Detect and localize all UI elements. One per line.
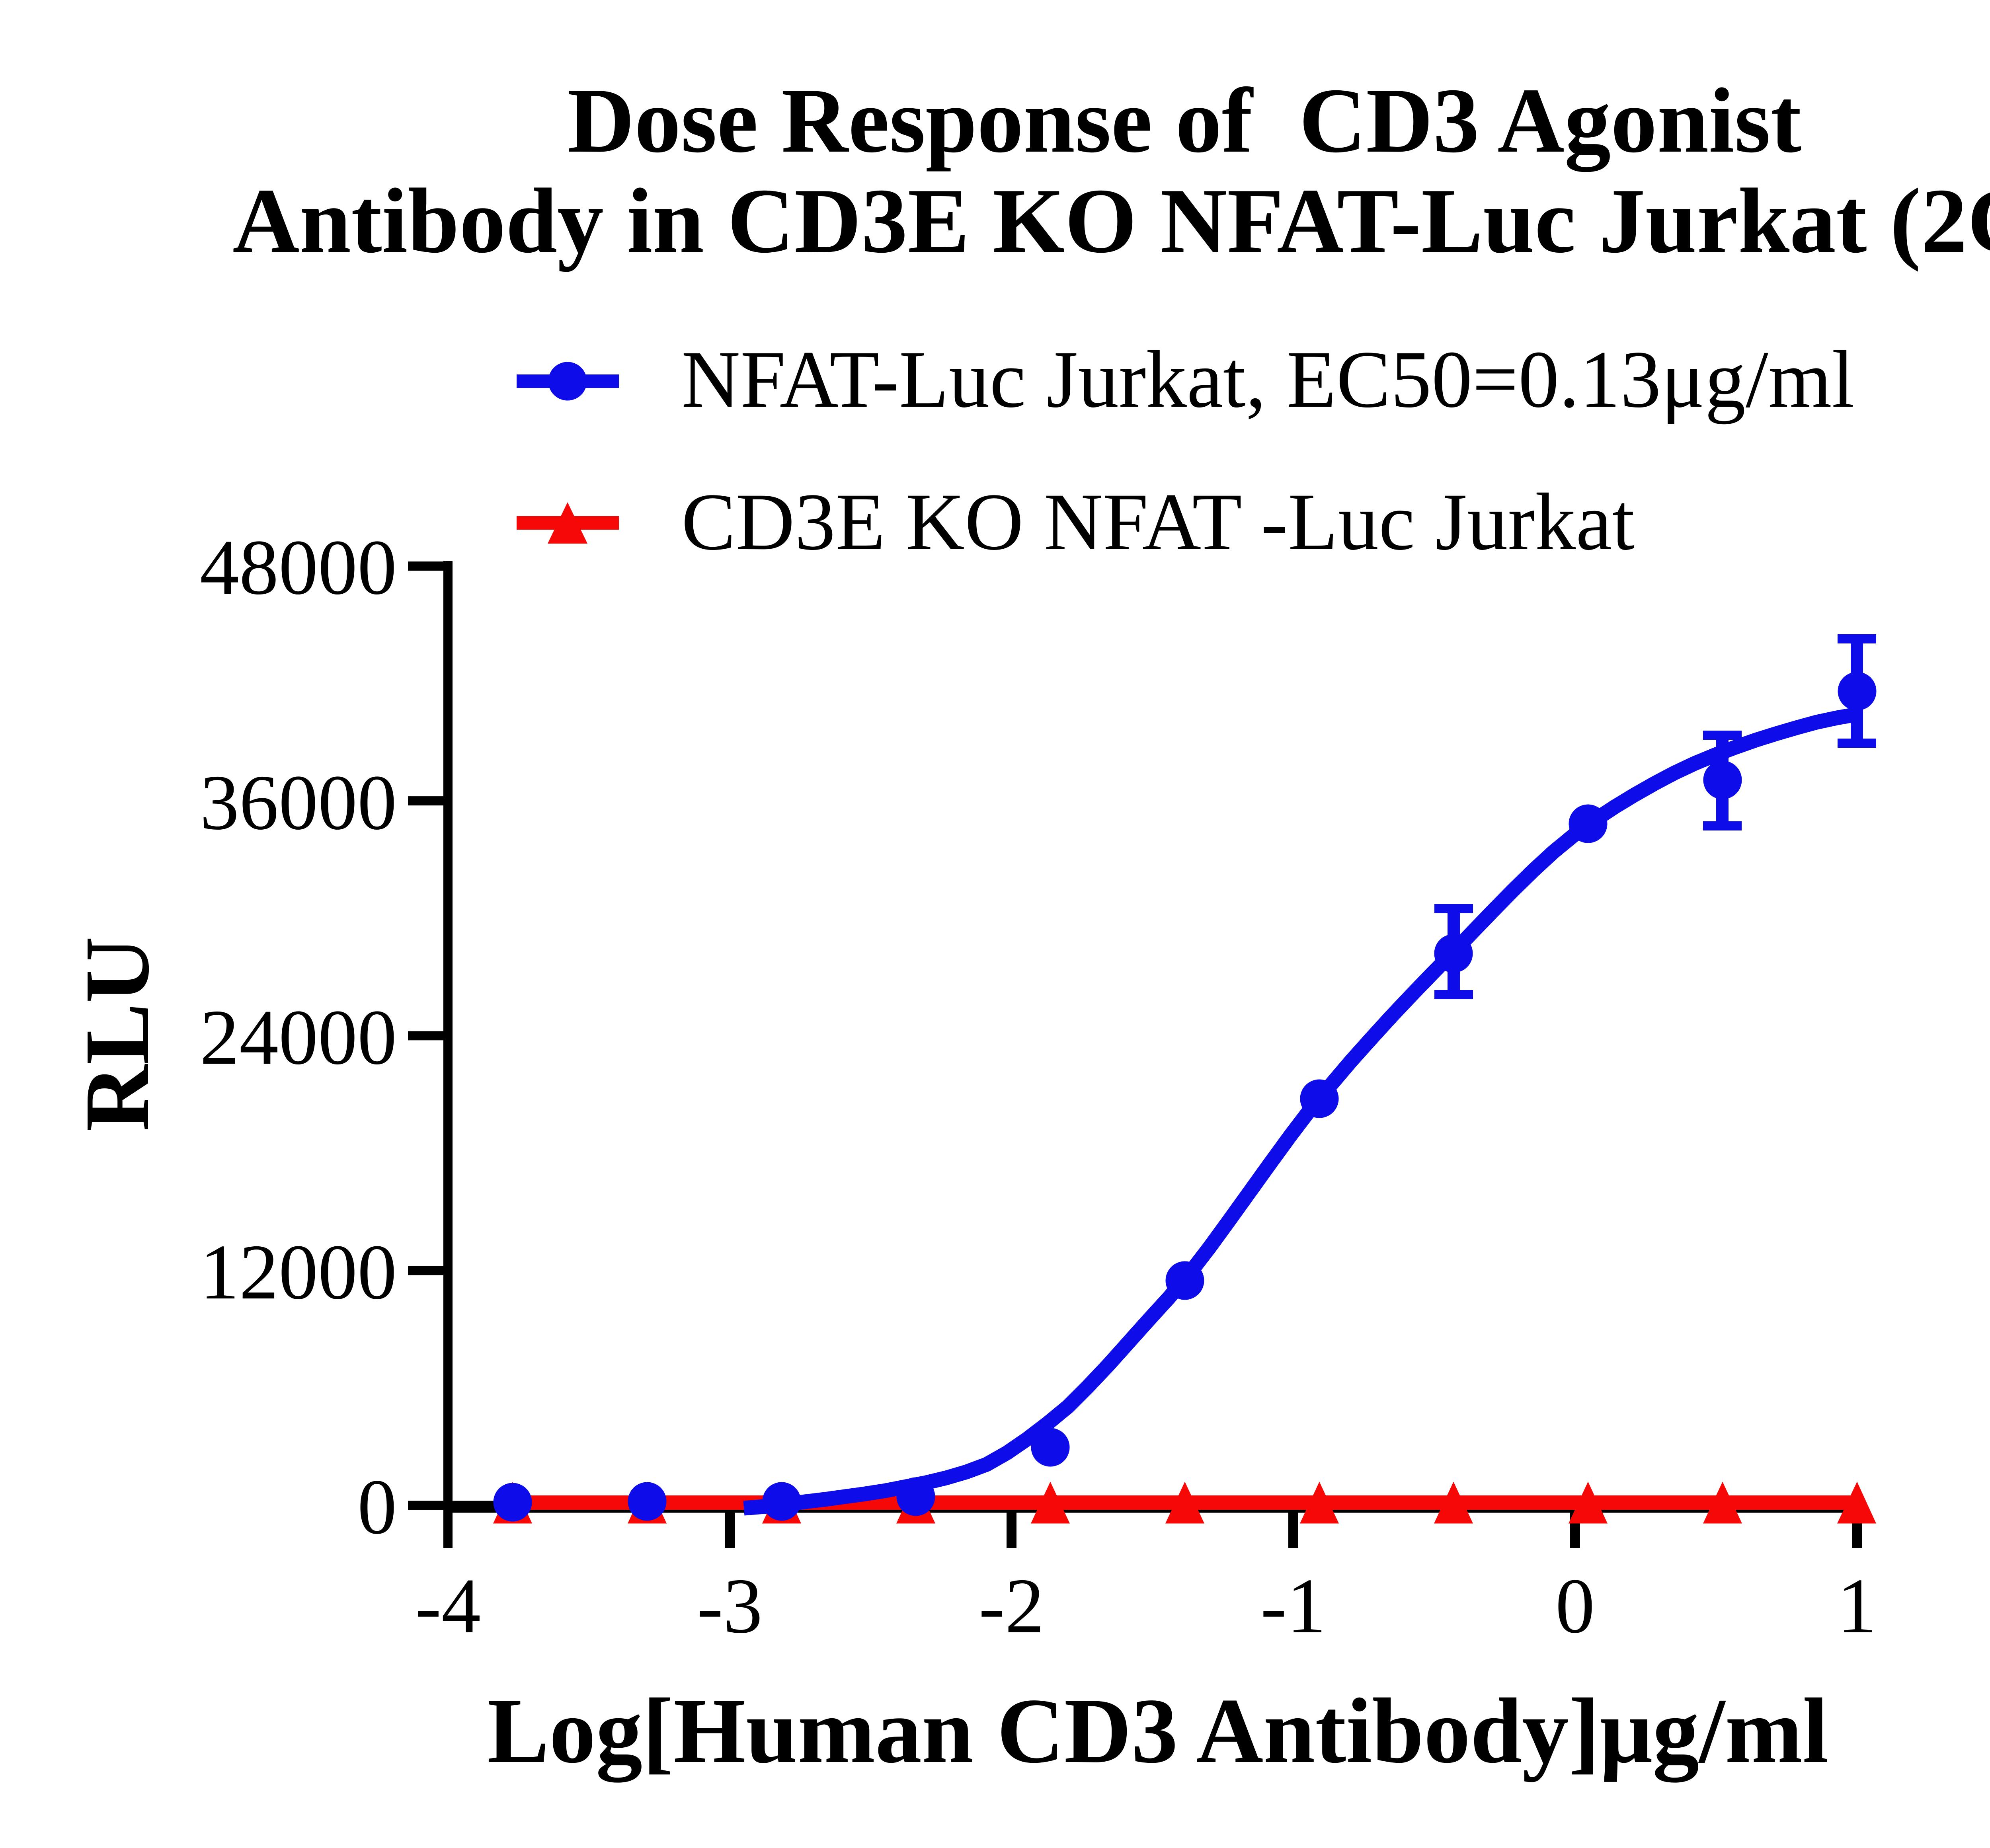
svg-text:-2: -2: [979, 1562, 1044, 1649]
svg-text:Dose Response of CD3 Agonist: Dose Response of CD3 Agonist: [568, 69, 1801, 172]
svg-text:0: 0: [1555, 1562, 1595, 1649]
svg-text:-1: -1: [1260, 1562, 1326, 1649]
svg-text:12000: 12000: [200, 1228, 397, 1316]
svg-text:-3: -3: [697, 1562, 763, 1649]
svg-text:24000: 24000: [200, 994, 397, 1081]
svg-text:CD3E KO NFAT -Luc Jurkat: CD3E KO NFAT -Luc Jurkat: [681, 477, 1635, 567]
svg-text:Antibody in CD3E KO NFAT-Luc J: Antibody in CD3E KO NFAT-Luc Jurkat (2C2…: [232, 170, 1990, 272]
svg-text:36000: 36000: [200, 759, 397, 846]
svg-text:RLU: RLU: [66, 936, 168, 1131]
svg-text:1: 1: [1837, 1562, 1877, 1649]
svg-text:Log[Human CD3 Antibody]μg/ml: Log[Human CD3 Antibody]μg/ml: [487, 1679, 1828, 1783]
svg-text:-4: -4: [415, 1562, 481, 1649]
svg-text:NFAT-Luc Jurkat, EC50=0.13μg/m: NFAT-Luc Jurkat, EC50=0.13μg/ml: [681, 334, 1854, 425]
svg-text:48000: 48000: [200, 524, 397, 611]
svg-text:0: 0: [357, 1463, 397, 1550]
